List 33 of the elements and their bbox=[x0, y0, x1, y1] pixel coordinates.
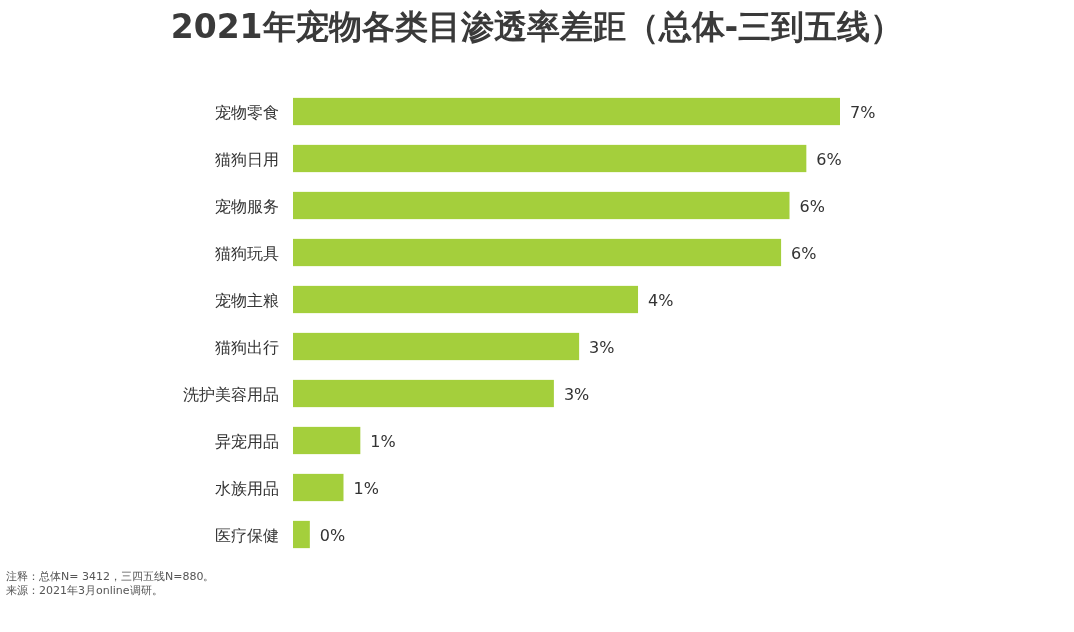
bar bbox=[293, 144, 807, 173]
data-label: 6% bbox=[816, 149, 842, 169]
data-label: 0% bbox=[319, 525, 346, 545]
bar bbox=[293, 332, 580, 361]
data-label: 6% bbox=[791, 243, 817, 263]
y-tick-label: 洗护美容用品 bbox=[183, 384, 279, 404]
y-tick-label: 猫狗出行 bbox=[215, 337, 279, 357]
y-tick-label: 猫狗玩具 bbox=[215, 243, 279, 263]
chart-title: 2021年宠物各类目渗透率差距（总体-三到五线） bbox=[170, 7, 904, 46]
bar bbox=[293, 191, 790, 220]
bar bbox=[293, 238, 782, 267]
data-label: 3% bbox=[589, 337, 615, 357]
text: 注释：总体N= 3412，三四五线N=880。 bbox=[6, 570, 215, 583]
data-label: 4% bbox=[648, 290, 674, 310]
bar bbox=[293, 285, 639, 314]
data-label: 1% bbox=[353, 478, 379, 498]
y-tick-label: 宠物主粮 bbox=[215, 290, 279, 310]
data-label: 3% bbox=[563, 384, 590, 404]
bar bbox=[293, 473, 344, 502]
y-tick-label: 异宠用品 bbox=[215, 431, 279, 451]
y-tick-label: 猫狗日用 bbox=[215, 149, 279, 169]
y-tick-label: 水族用品 bbox=[215, 478, 279, 498]
y-tick-label: 医疗保健 bbox=[215, 525, 279, 545]
data-label: 7% bbox=[850, 102, 876, 122]
bar bbox=[293, 379, 554, 408]
data-label: 6% bbox=[799, 196, 825, 216]
y-tick-label: 宠物服务 bbox=[215, 196, 279, 216]
data-label: 1% bbox=[370, 431, 396, 451]
bar bbox=[293, 520, 310, 549]
y-tick-label: 宠物零食 bbox=[215, 102, 279, 122]
bar bbox=[293, 426, 361, 455]
bar bbox=[293, 97, 840, 126]
source-note: 来源：2021年3月online调研。 bbox=[6, 584, 163, 597]
